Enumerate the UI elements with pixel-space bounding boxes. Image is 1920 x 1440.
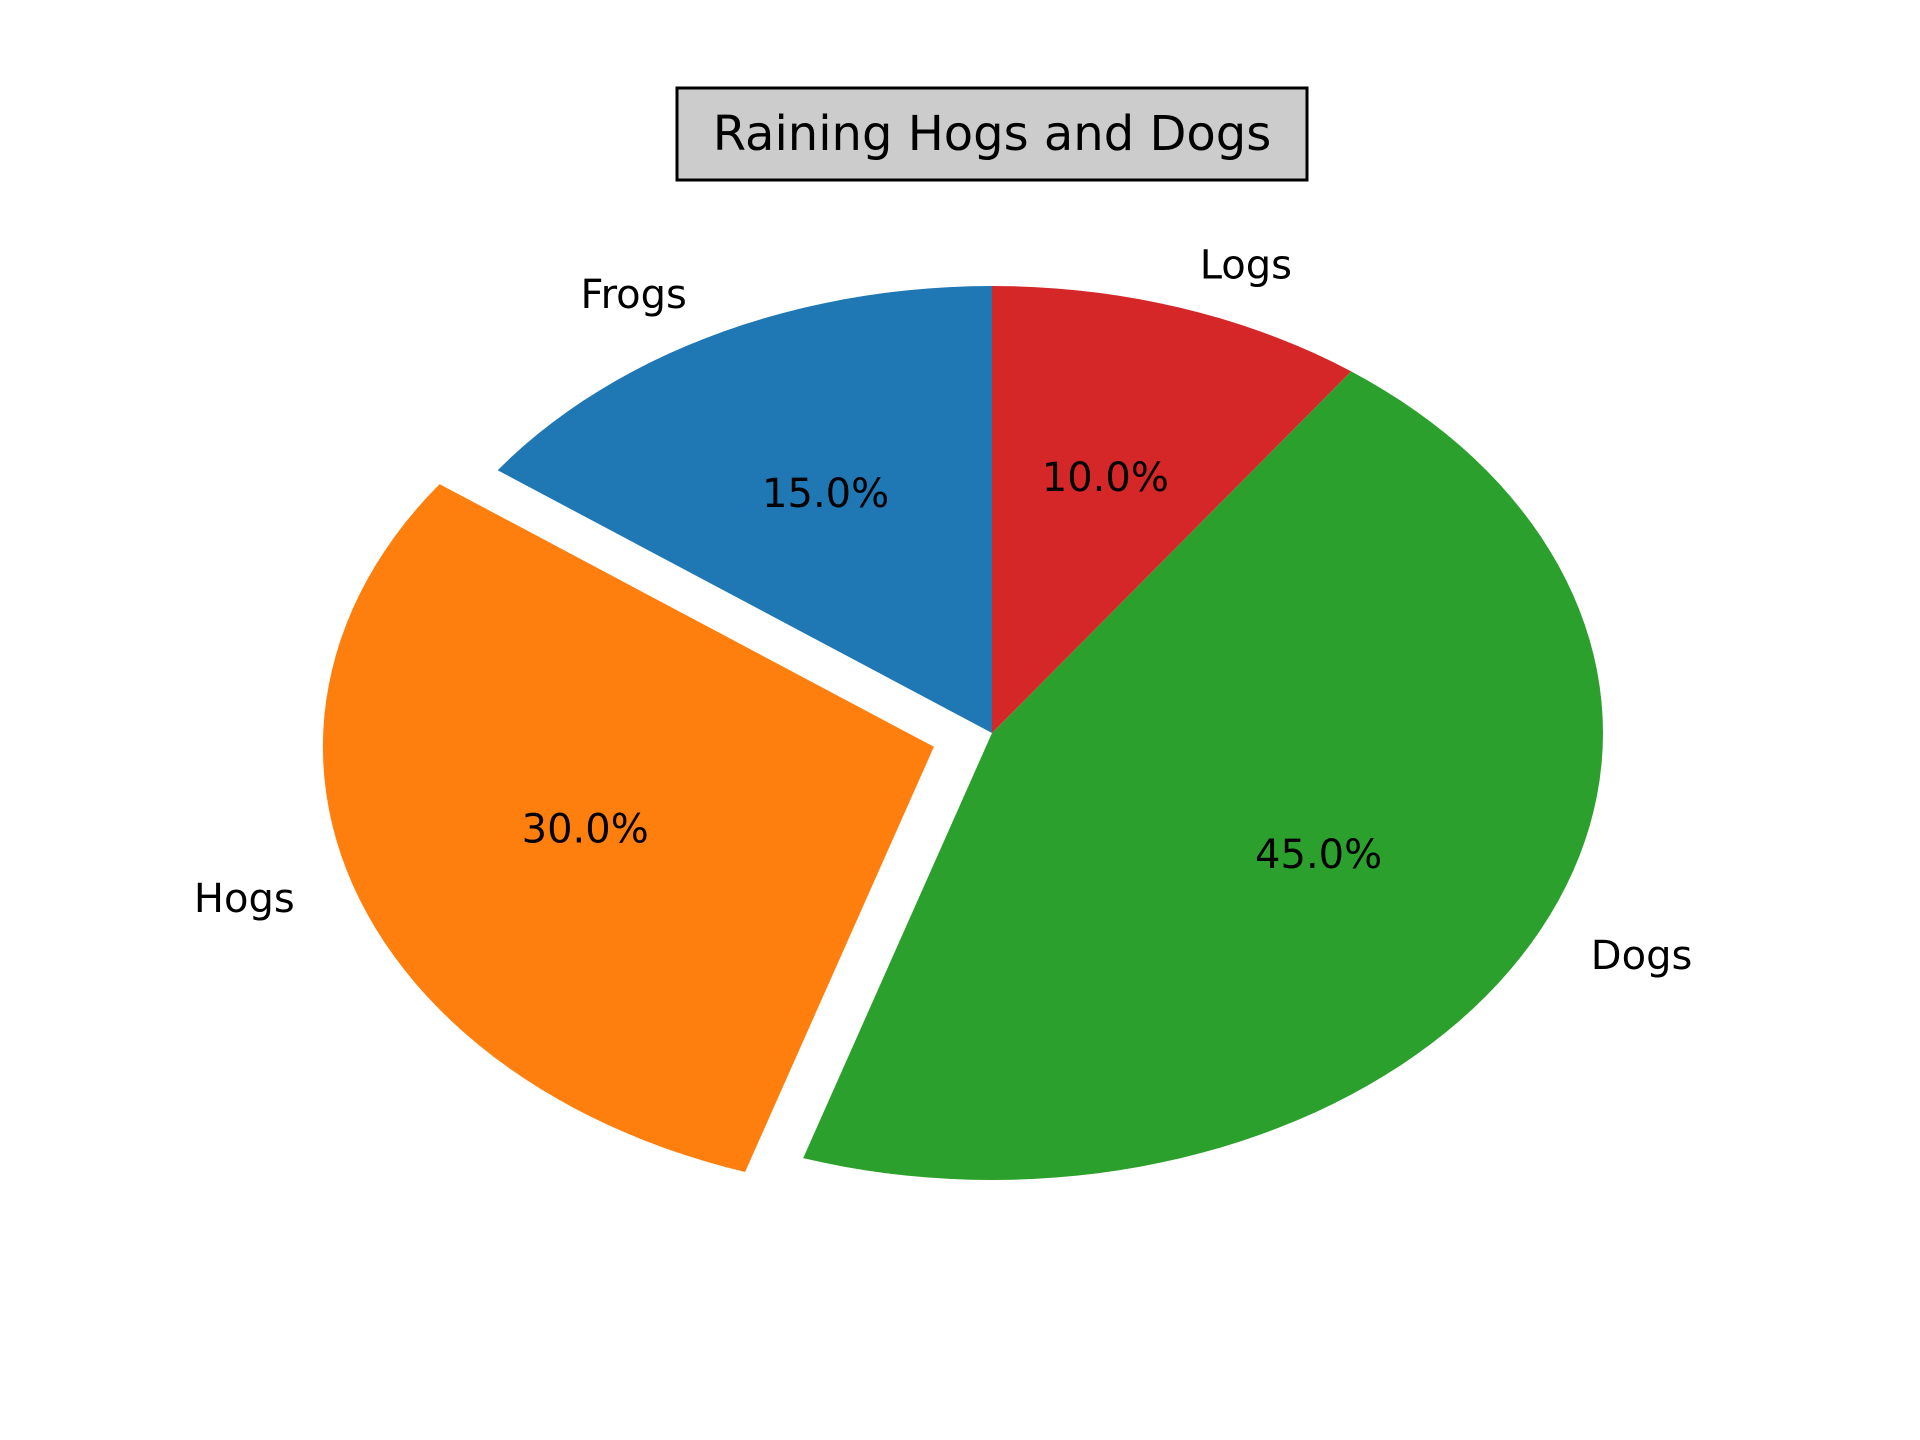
- pie-slice-frogs: [497, 286, 992, 733]
- slice-percent-logs: 10.0%: [1042, 455, 1169, 501]
- pie-slice-logs: [992, 286, 1352, 733]
- slice-percent-hogs: 30.0%: [522, 807, 649, 853]
- pie-slices: [322, 286, 1603, 1180]
- slice-label-dogs: Dogs: [1591, 933, 1693, 979]
- pie-slice-dogs: [803, 371, 1603, 1180]
- slice-label-logs: Logs: [1200, 242, 1292, 288]
- slice-label-hogs: Hogs: [194, 876, 295, 922]
- slice-label-frogs: Frogs: [581, 272, 687, 318]
- pie-slice-hogs: [322, 484, 934, 1172]
- title-box: [675, 86, 1309, 182]
- slice-percent-frogs: 15.0%: [762, 471, 889, 517]
- chart-title: Raining Hogs and Dogs: [713, 106, 1272, 162]
- pie-labels: Frogs 15.0% Hogs 30.0% Dogs 45.0% Logs 10.0%: [194, 242, 1692, 979]
- slice-percent-dogs: 45.0%: [1255, 832, 1382, 878]
